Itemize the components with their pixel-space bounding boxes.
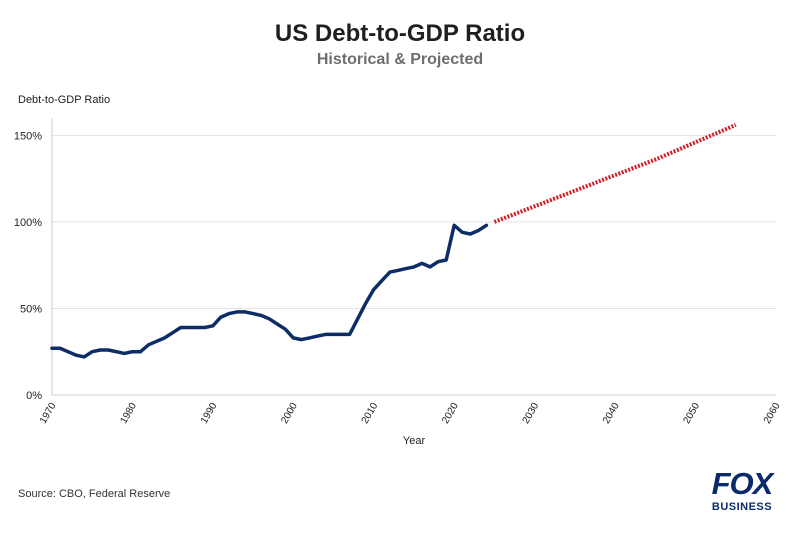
y-tick-label: 0%	[26, 390, 42, 402]
projected-series-line	[493, 123, 737, 224]
series	[50, 123, 737, 359]
grid	[52, 134, 776, 309]
x-tick-label: 1990	[199, 401, 220, 426]
axes	[51, 118, 776, 396]
historical-series-line	[50, 223, 489, 359]
y-tick-label: 100%	[14, 217, 42, 229]
y-tick-label: 50%	[20, 303, 42, 315]
y-tick-labels: 0% 50% 100% 150%	[14, 130, 42, 402]
chart-subtitle: Historical & Projected	[316, 51, 484, 68]
y-axis-label: Debt-to-GDP Ratio	[18, 94, 110, 106]
x-tick-label: 2020	[440, 401, 461, 426]
x-tick-label: 2060	[762, 401, 783, 426]
source-note: Source: CBO, Federal Reserve	[18, 488, 171, 500]
fox-business-logo: FOX BUSINESS	[702, 466, 782, 514]
x-tick-labels: 1970 1980 1990 2000 2010 2020 2030 2040 2050 2060	[38, 401, 783, 426]
x-tick-label: 1970	[38, 401, 59, 426]
x-tick-label: 2050	[682, 401, 703, 426]
chart-title: US Debt-to-GDP Ratio	[274, 20, 526, 47]
logo-sub: BUSINESS	[711, 501, 773, 513]
y-tick-label: 150%	[14, 130, 42, 142]
x-tick-label: 2010	[360, 401, 381, 426]
logo-brand: FOX	[711, 466, 774, 501]
x-tick-label: 1980	[118, 401, 139, 426]
x-tick-label: 2030	[521, 401, 542, 426]
x-tick-label: 2040	[601, 401, 622, 426]
x-tick-label: 2000	[279, 401, 300, 426]
x-axis-label: Year	[403, 435, 426, 447]
